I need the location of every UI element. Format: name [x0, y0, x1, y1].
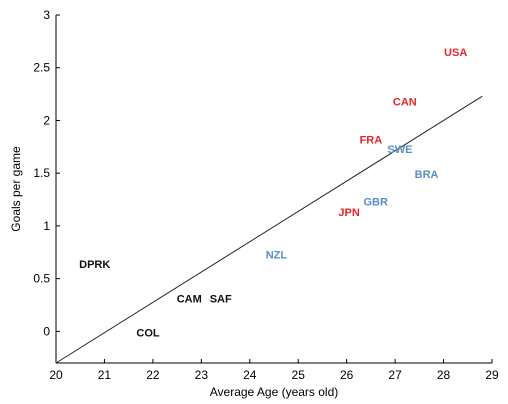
plot-frame [55, 15, 492, 364]
trend-line [55, 95, 483, 364]
x-tick-label: 23 [195, 368, 209, 382]
fit-line [55, 95, 483, 364]
x-tick-label: 28 [437, 368, 451, 382]
point-labels: USA CAN FRA SWE BRA GBR JPN NZL DPRK CAM SAF COL [79, 47, 467, 340]
x-tick-label: 25 [292, 368, 306, 382]
x-axis-title: Average Age (years old) [210, 385, 339, 399]
x-tick-label: 27 [388, 368, 402, 382]
x-axis: 20 21 22 23 24 25 26 27 28 29 [49, 359, 499, 382]
x-tick-label: 26 [340, 368, 354, 382]
y-tick-label: 2.5 [33, 61, 50, 75]
point-label-usa: USA [444, 47, 467, 59]
x-tick-label: 20 [49, 368, 63, 382]
x-tick-label: 21 [98, 368, 112, 382]
point-label-dprk: DPRK [79, 259, 110, 271]
point-label-saf: SAF [210, 294, 232, 306]
y-tick-label: 2 [43, 113, 50, 127]
x-tick-label: 29 [485, 368, 499, 382]
point-label-can: CAN [393, 96, 417, 108]
y-tick-label: 0.5 [33, 272, 50, 286]
y-tick-label: 3 [43, 8, 50, 22]
point-label-swe: SWE [387, 144, 412, 156]
y-tick-label: 1.5 [33, 166, 50, 180]
y-axis: 0 0.5 1 1.5 2 2.5 3 [33, 8, 60, 338]
x-tick-label: 24 [243, 368, 257, 382]
y-axis-title: Goals per game [9, 146, 23, 232]
x-tick-label: 22 [146, 368, 160, 382]
point-label-jpn: JPN [338, 207, 359, 219]
point-label-cam: CAM [177, 294, 202, 306]
y-tick-label: 0 [43, 324, 50, 338]
point-label-bra: BRA [415, 169, 439, 181]
point-label-col: COL [136, 327, 160, 339]
y-tick-label: 1 [43, 219, 50, 233]
point-label-gbr: GBR [364, 197, 389, 209]
point-label-nzl: NZL [266, 249, 288, 261]
point-label-fra: FRA [360, 134, 383, 146]
